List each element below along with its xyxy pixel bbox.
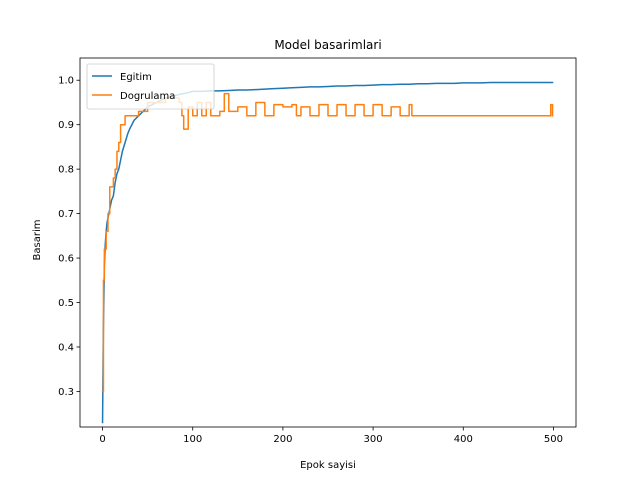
x-tick-label: 200 [273,434,292,445]
series-line-egitim [101,81,554,424]
y-tick-label: 1.0 [58,76,74,87]
legend-box [86,63,215,110]
y-axis-label: Basarim [32,220,43,261]
series-line-dogrulama [101,92,554,393]
y-tick-label: 0.7 [58,209,74,220]
axes-frame [79,57,577,428]
axes: 0 100 200 300 400 500 0.3 0.4 0.5 0.6 0.7 0.8 0.9 1.0 [58,57,577,445]
x-tick-label: 500 [544,434,563,445]
legend-label-egitim: Egitim [120,72,152,83]
y-tick-label: 0.3 [58,387,74,398]
x-tick-label: 100 [183,434,202,445]
x-tick-label: 400 [454,434,473,445]
y-tick-label: 0.6 [58,254,74,265]
legend-label-dogrulama: Dogrulama [120,91,175,102]
x-axis-label: Epok sayisi [300,460,356,471]
plot-area [101,81,554,424]
x-tick-label: 300 [364,434,383,445]
y-tick-label: 0.5 [58,298,74,309]
x-tick-label: 0 [99,434,105,445]
legend: Egitim Dogrulama [86,63,215,110]
y-tick-label: 0.4 [58,342,74,353]
y-tick-label: 0.8 [58,165,74,176]
chart-title: Model basarimlari [274,38,381,52]
y-tick-label: 0.9 [58,120,74,131]
